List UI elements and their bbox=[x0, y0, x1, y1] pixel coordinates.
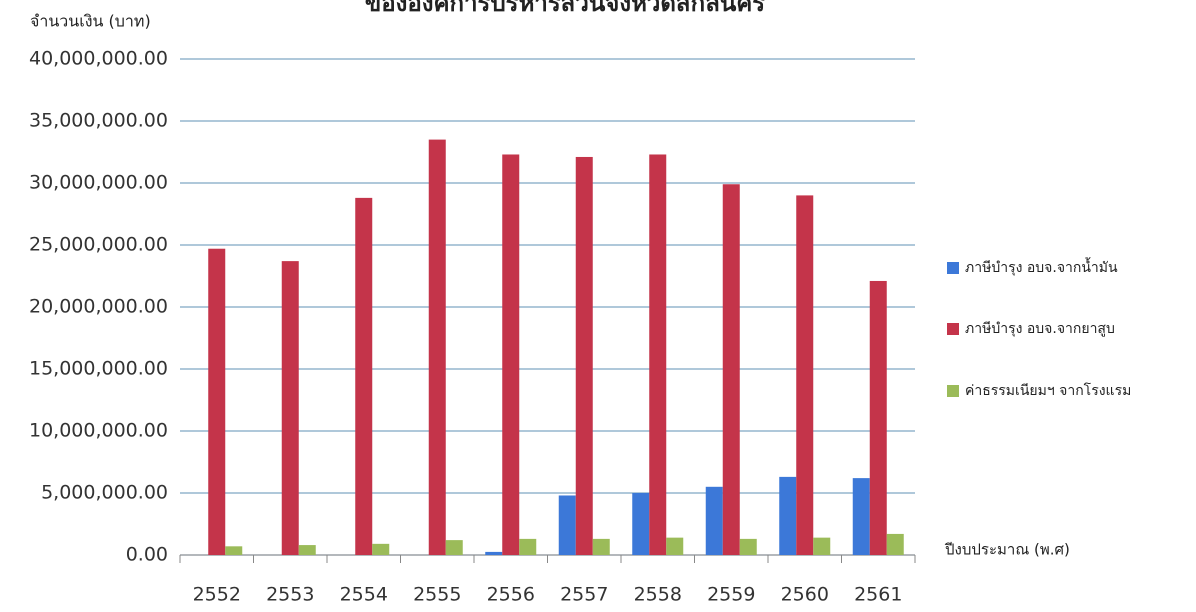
y-tick-label: 20,000,000.00 bbox=[29, 296, 168, 318]
x-axis-label: ปีงบประมาณ (พ.ศ) bbox=[944, 541, 1070, 559]
y-tick-label: 40,000,000.00 bbox=[29, 48, 168, 70]
bar bbox=[485, 551, 503, 555]
bar bbox=[592, 538, 610, 555]
bar bbox=[208, 248, 226, 555]
y-tick-label: 30,000,000.00 bbox=[29, 172, 168, 194]
bar bbox=[739, 538, 757, 555]
bar bbox=[298, 545, 316, 555]
bar bbox=[558, 495, 576, 555]
y-tick-label: 10,000,000.00 bbox=[29, 420, 168, 442]
legend-swatch bbox=[947, 385, 959, 397]
legend-swatch bbox=[947, 262, 959, 274]
bar bbox=[428, 139, 446, 555]
bar bbox=[355, 197, 373, 555]
y-tick-label: 15,000,000.00 bbox=[29, 358, 168, 380]
bar bbox=[575, 156, 593, 555]
bar bbox=[869, 280, 887, 555]
x-tick-label: 2560 bbox=[781, 584, 829, 606]
bar bbox=[852, 478, 870, 555]
bar bbox=[722, 184, 740, 556]
y-tick-label: 0.00 bbox=[126, 544, 168, 566]
legend-swatch bbox=[947, 323, 959, 335]
bar bbox=[519, 538, 537, 555]
bar bbox=[666, 537, 684, 555]
bar bbox=[225, 546, 243, 555]
x-tick-label: 2559 bbox=[707, 584, 755, 606]
y-tick-label: 35,000,000.00 bbox=[29, 110, 168, 132]
y-tick-label: 5,000,000.00 bbox=[41, 482, 168, 504]
x-tick-label: 2556 bbox=[487, 584, 535, 606]
bar bbox=[813, 537, 831, 555]
x-tick-label: 2561 bbox=[854, 584, 902, 606]
bar bbox=[502, 154, 520, 556]
bar bbox=[886, 533, 904, 555]
bar bbox=[649, 154, 667, 556]
bar bbox=[372, 543, 390, 555]
bar bbox=[796, 195, 814, 555]
y-tick-label: 25,000,000.00 bbox=[29, 234, 168, 256]
x-tick-label: 2555 bbox=[413, 584, 461, 606]
legend-label: ค่าธรรมเนียมฯ จากโรงแรม bbox=[965, 382, 1131, 399]
x-tick-label: 2557 bbox=[560, 584, 608, 606]
bar bbox=[445, 540, 463, 555]
x-tick-label: 2552 bbox=[193, 584, 241, 606]
bar bbox=[281, 261, 299, 555]
legend-label: ภาษีบำรุง อบจ.จากยาสูบ bbox=[965, 321, 1115, 337]
x-tick-label: 2554 bbox=[340, 584, 388, 606]
chart-title: ขององค์การบริหารส่วนจังหวัดสกลนคร bbox=[365, 0, 765, 17]
bar bbox=[779, 476, 797, 555]
x-tick-label: 2558 bbox=[634, 584, 682, 606]
legend-label: ภาษีบำรุง อบจ.จากน้ำมัน bbox=[965, 257, 1118, 276]
bar bbox=[632, 493, 650, 555]
y-axis-label: จำนวนเงิน (บาท) bbox=[30, 12, 151, 31]
bar bbox=[705, 486, 723, 555]
x-tick-label: 2553 bbox=[266, 584, 314, 606]
